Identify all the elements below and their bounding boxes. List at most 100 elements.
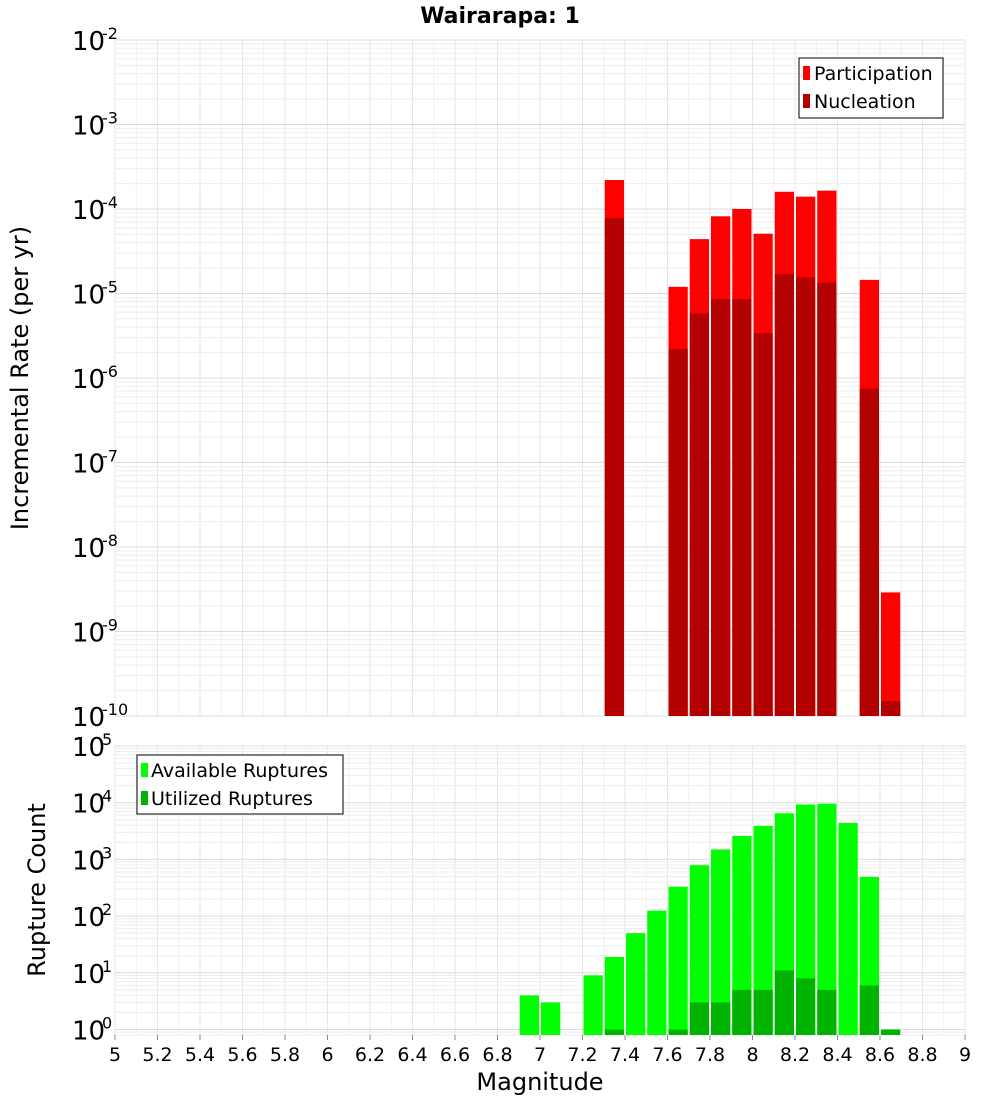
count-bar-back xyxy=(604,956,624,1035)
rate-gridlines xyxy=(114,39,966,717)
x-tick-label: 6.4 xyxy=(397,1044,427,1066)
legend-label-participation: Participation xyxy=(814,63,933,85)
rate-y-tick-label: 10 xyxy=(72,534,105,564)
legend-swatch-utilized xyxy=(141,791,148,805)
count-bar-back xyxy=(753,825,773,1035)
rate-y-tick-exponent: -4 xyxy=(102,193,118,212)
x-tick-label: 8.2 xyxy=(780,1044,810,1066)
count-bar-front xyxy=(817,989,837,1035)
x-tick-label: 5.8 xyxy=(270,1044,300,1066)
count-y-tick-exponent: 2 xyxy=(102,900,112,919)
count-bar-front xyxy=(796,978,816,1035)
rate-y-tick-label: 10 xyxy=(72,112,105,142)
x-tick-label: 5.2 xyxy=(142,1044,172,1066)
legend-swatch-available xyxy=(141,763,148,777)
count-y-tick-label: 10 xyxy=(72,733,105,763)
rate-bar-front xyxy=(817,282,837,716)
count-y-tick-label: 10 xyxy=(72,960,105,990)
rate-y-tick-exponent: -5 xyxy=(102,278,118,297)
count-bar-back xyxy=(541,1002,561,1035)
x-tick-label: 5.4 xyxy=(185,1044,215,1066)
rate-bar-front xyxy=(689,313,709,716)
x-tick-label: 6.6 xyxy=(440,1044,470,1066)
x-tick-label: 7.2 xyxy=(567,1044,597,1066)
rate-y-tick-label: 10 xyxy=(72,619,105,649)
x-tick-label: 6.2 xyxy=(355,1044,385,1066)
count-gridlines xyxy=(114,745,966,1036)
rate-y-tick-exponent: -8 xyxy=(102,531,118,550)
count-bar-back xyxy=(519,995,539,1035)
x-tick-label: 6 xyxy=(321,1044,333,1066)
rate-bar-front xyxy=(668,349,688,716)
x-tick-label: 7.8 xyxy=(695,1044,725,1066)
count-legend-box xyxy=(136,754,344,815)
legend-swatch-nucleation xyxy=(803,94,810,108)
count-y-axis-label: Rupture Count xyxy=(23,803,51,977)
rate-bar-front xyxy=(753,333,773,716)
rate-y-tick-label: 10 xyxy=(72,703,105,733)
x-tick-label: 6.8 xyxy=(482,1044,512,1066)
legend-swatch-participation xyxy=(803,66,810,80)
x-tick-label: 8.8 xyxy=(907,1044,937,1066)
count-bar-front xyxy=(668,1029,688,1035)
rate-y-tick-label: 10 xyxy=(72,450,105,480)
x-tick-label: 7.4 xyxy=(610,1044,640,1066)
x-tick-label: 7 xyxy=(534,1044,546,1066)
count-bar-back xyxy=(838,822,858,1035)
count-bar-back xyxy=(711,849,731,1035)
rate-bars xyxy=(604,180,901,717)
x-tick-label: 7.6 xyxy=(652,1044,682,1066)
count-y-tick-label: 10 xyxy=(72,903,105,933)
rate-y-axis-label: Incremental Rate (per yr) xyxy=(6,226,34,530)
rate-bar-front xyxy=(774,274,794,716)
count-y-tick-exponent: 3 xyxy=(102,843,112,862)
rate-bar-front xyxy=(711,299,731,716)
count-bar-back xyxy=(732,835,752,1035)
count-bar-back xyxy=(796,804,816,1035)
count-bar-front xyxy=(689,1002,709,1035)
rate-y-tick-exponent: -3 xyxy=(102,109,118,128)
x-axis-label: Magnitude xyxy=(476,1068,603,1096)
count-y-tick-exponent: 0 xyxy=(102,1014,112,1033)
count-y-tick-exponent: 4 xyxy=(102,787,112,806)
x-tick-label: 8 xyxy=(746,1044,758,1066)
count-bar-front xyxy=(604,1029,624,1035)
rate-bar-back xyxy=(881,592,901,716)
rate-bar-front xyxy=(881,701,901,716)
count-bar-back xyxy=(689,865,709,1035)
x-tick-label: 8.4 xyxy=(822,1044,852,1066)
count-bar-back xyxy=(668,886,688,1035)
count-y-tick-exponent: 1 xyxy=(102,957,112,976)
rate-y-tick-label: 10 xyxy=(72,365,105,395)
rate-bar-front xyxy=(859,388,879,716)
count-y-tick-exponent: 5 xyxy=(102,730,112,749)
count-bar-back xyxy=(583,975,603,1035)
rate-bar-front xyxy=(604,218,624,716)
rate-y-tick-exponent: -10 xyxy=(102,700,128,719)
x-tick-label: 5.6 xyxy=(227,1044,257,1066)
x-tick-label: 9 xyxy=(959,1044,971,1066)
count-y-tick-label: 10 xyxy=(72,1017,105,1047)
x-tick-label: 8.6 xyxy=(865,1044,895,1066)
count-bar-front xyxy=(774,970,794,1035)
count-bar-back xyxy=(647,910,667,1035)
count-bar-front xyxy=(859,985,879,1035)
x-tick-label: 5 xyxy=(109,1044,121,1066)
count-legend: Available Ruptures Utilized Ruptures xyxy=(136,754,344,815)
rate-bar-front xyxy=(796,277,816,716)
count-bar-front xyxy=(711,1002,731,1035)
rate-y-tick-label: 10 xyxy=(72,27,105,57)
chart-title: Wairarapa: 1 xyxy=(420,4,580,29)
count-y-tick-label: 10 xyxy=(72,846,105,876)
magnitude-x-ticks: 5 5.2 5.4 5.6 5.8 6 6.2 6.4 6.6 6.8 7 7.2 7.4 7.6 7.8 8… xyxy=(109,1035,971,1066)
rate-y-tick-label: 10 xyxy=(72,196,105,226)
count-bar-front xyxy=(753,989,773,1035)
rate-y-tick-label: 10 xyxy=(72,281,105,311)
count-bar-front xyxy=(881,1029,901,1035)
rate-y-tick-exponent: -6 xyxy=(102,362,118,381)
count-y-tick-label: 10 xyxy=(72,790,105,820)
legend-label-nucleation: Nucleation xyxy=(814,91,916,113)
